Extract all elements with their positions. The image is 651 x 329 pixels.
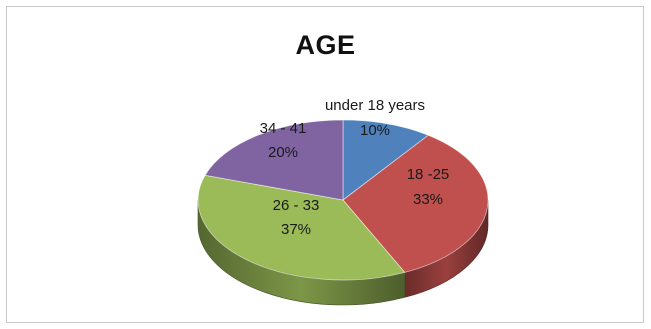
slice-label-1: 18 -25: [407, 166, 450, 183]
pie-tops: [197, 119, 489, 281]
slice-value-label-2: 37%: [281, 221, 311, 238]
pie-labels: under 18 years 10% 18 -25 33% 26 - 33 37% 34 -…: [260, 97, 450, 238]
pie-slice-3: [204, 119, 344, 201]
pie-slice-0: [342, 119, 430, 201]
chart-title: AGE: [295, 30, 356, 60]
slice-value-label-1: 33%: [413, 191, 443, 208]
slice-value-label-0: 10%: [360, 122, 390, 139]
slice-label-2: 26 - 33: [273, 197, 320, 214]
pie-slice-1: [342, 134, 489, 273]
slice-value-label-3: 20%: [268, 144, 298, 161]
slice-label-3: 34 - 41: [260, 120, 307, 137]
slice-label-0: under 18 years: [325, 97, 425, 114]
pie-slice-2: [197, 174, 406, 281]
